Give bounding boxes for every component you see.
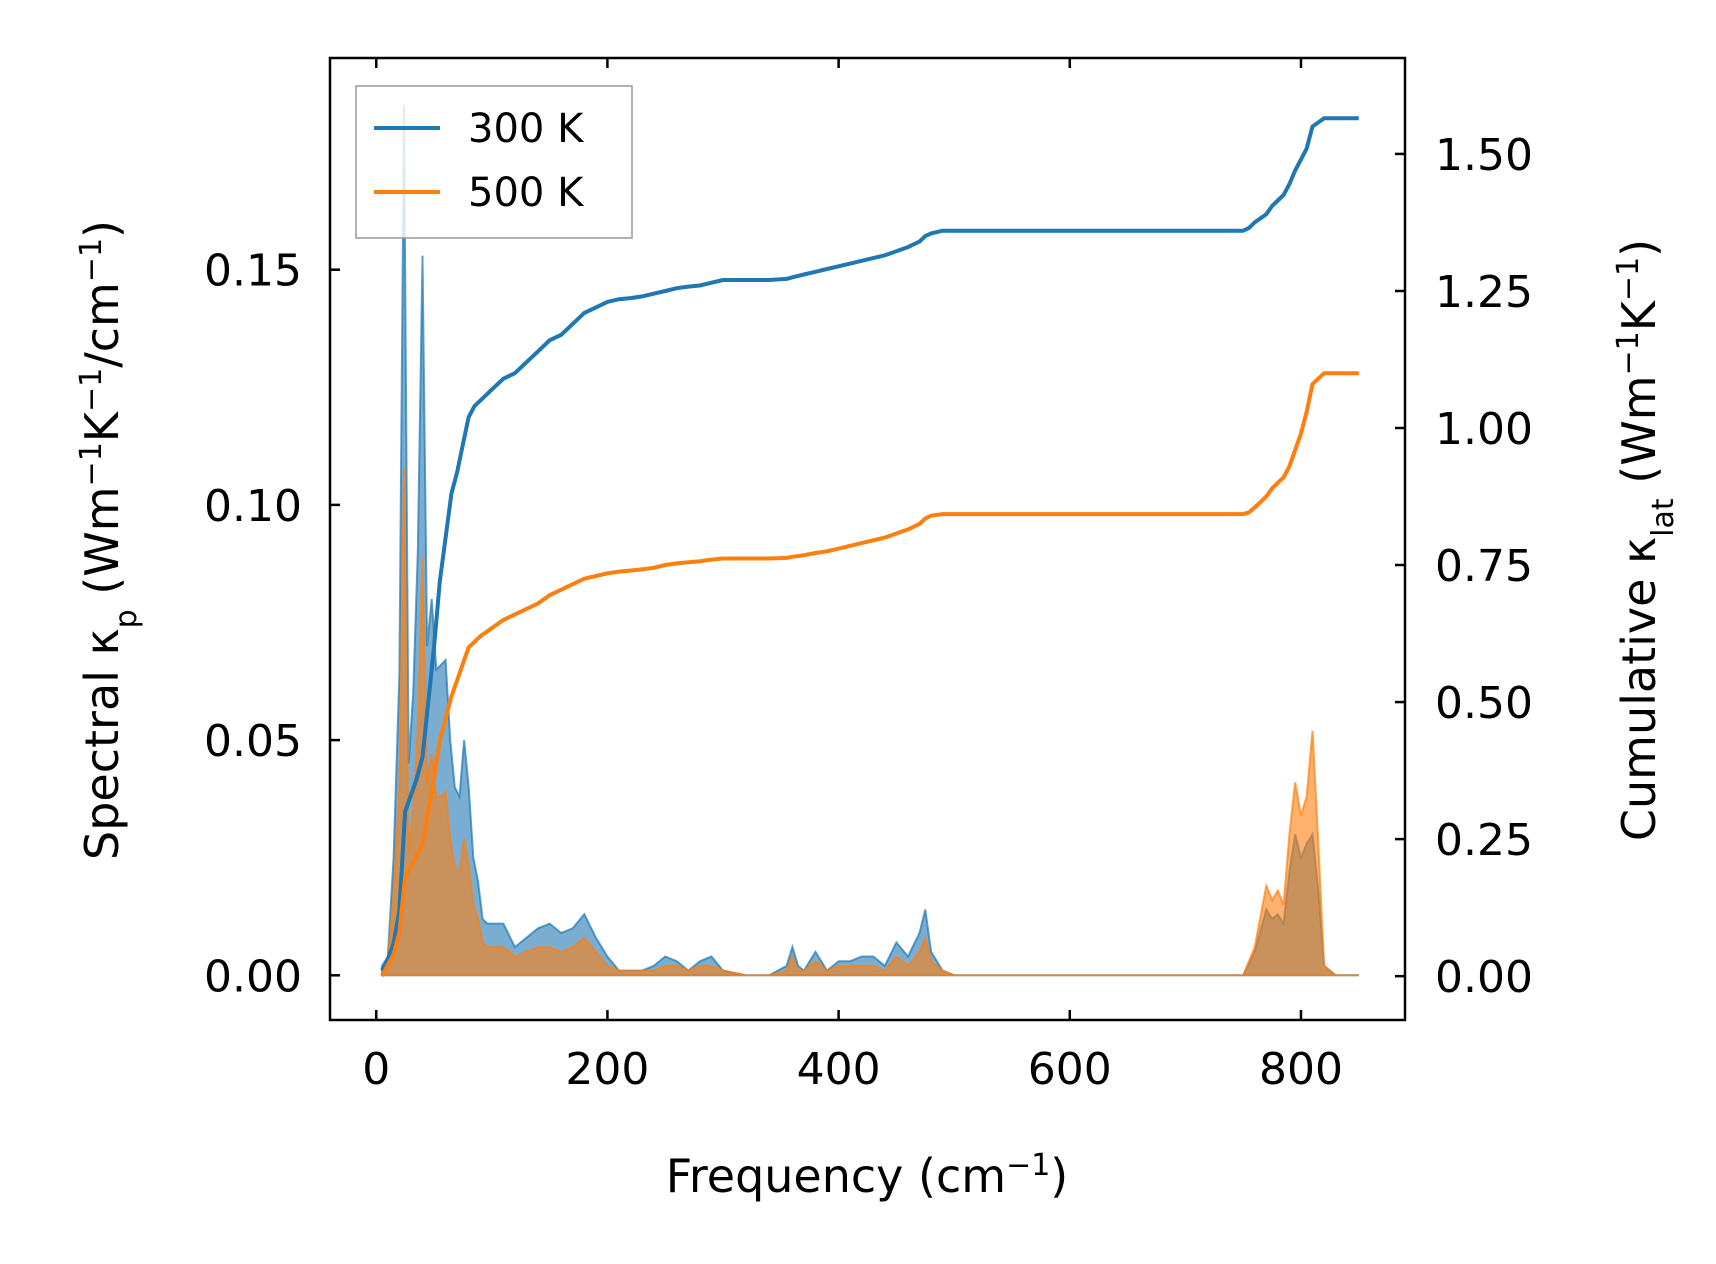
legend-box bbox=[355, 85, 633, 239]
axis-ticks: 0 200 400 600 800 0.00 0.05 0.10 0.15 0.00 0.25 0.5… bbox=[204, 58, 1533, 1095]
x-tick-label: 800 bbox=[1259, 1044, 1343, 1095]
y-axis-right-label: Cumulative κlat (Wm−1K−1) bbox=[1611, 239, 1681, 841]
cumulative-line-500k bbox=[380, 371, 1359, 978]
x-tick-label: 400 bbox=[797, 1044, 881, 1095]
spectral-fills bbox=[381, 104, 1359, 977]
y-right-tick-label: 0.50 bbox=[1435, 678, 1533, 729]
y-left-tick-label: 0.05 bbox=[204, 716, 302, 767]
y-axis-left-label: Spectral κp (Wm−1K−1/cm−1) bbox=[74, 220, 144, 860]
y-right-tick-label: 1.00 bbox=[1435, 404, 1533, 455]
y-left-tick-label: 0.15 bbox=[204, 246, 302, 297]
y-right-tick-label: 0.75 bbox=[1435, 541, 1533, 592]
x-tick-label: 200 bbox=[565, 1044, 649, 1095]
spectral-area-500k bbox=[381, 467, 1359, 977]
y-left-tick-label: 0.00 bbox=[204, 951, 302, 1002]
y-right-tick-label: 1.25 bbox=[1435, 267, 1533, 318]
plot-frame bbox=[328, 56, 1407, 1022]
legend-label-500k: 500 K bbox=[468, 170, 585, 216]
y-left-tick-label: 0.10 bbox=[204, 481, 302, 532]
x-tick-label: 600 bbox=[1028, 1044, 1112, 1095]
cumulative-line-300k bbox=[380, 116, 1359, 972]
y-right-tick-label: 1.50 bbox=[1435, 130, 1533, 181]
legend: 300 K 500 K bbox=[355, 85, 633, 239]
cumulative-lines bbox=[380, 116, 1359, 978]
x-axis-label: Frequency (cm−1) bbox=[666, 1148, 1069, 1204]
y-right-tick-label: 0.00 bbox=[1435, 952, 1533, 1003]
legend-label-300k: 300 K bbox=[468, 106, 585, 152]
y-right-tick-label: 0.25 bbox=[1435, 815, 1533, 866]
x-tick-label: 0 bbox=[362, 1044, 390, 1095]
